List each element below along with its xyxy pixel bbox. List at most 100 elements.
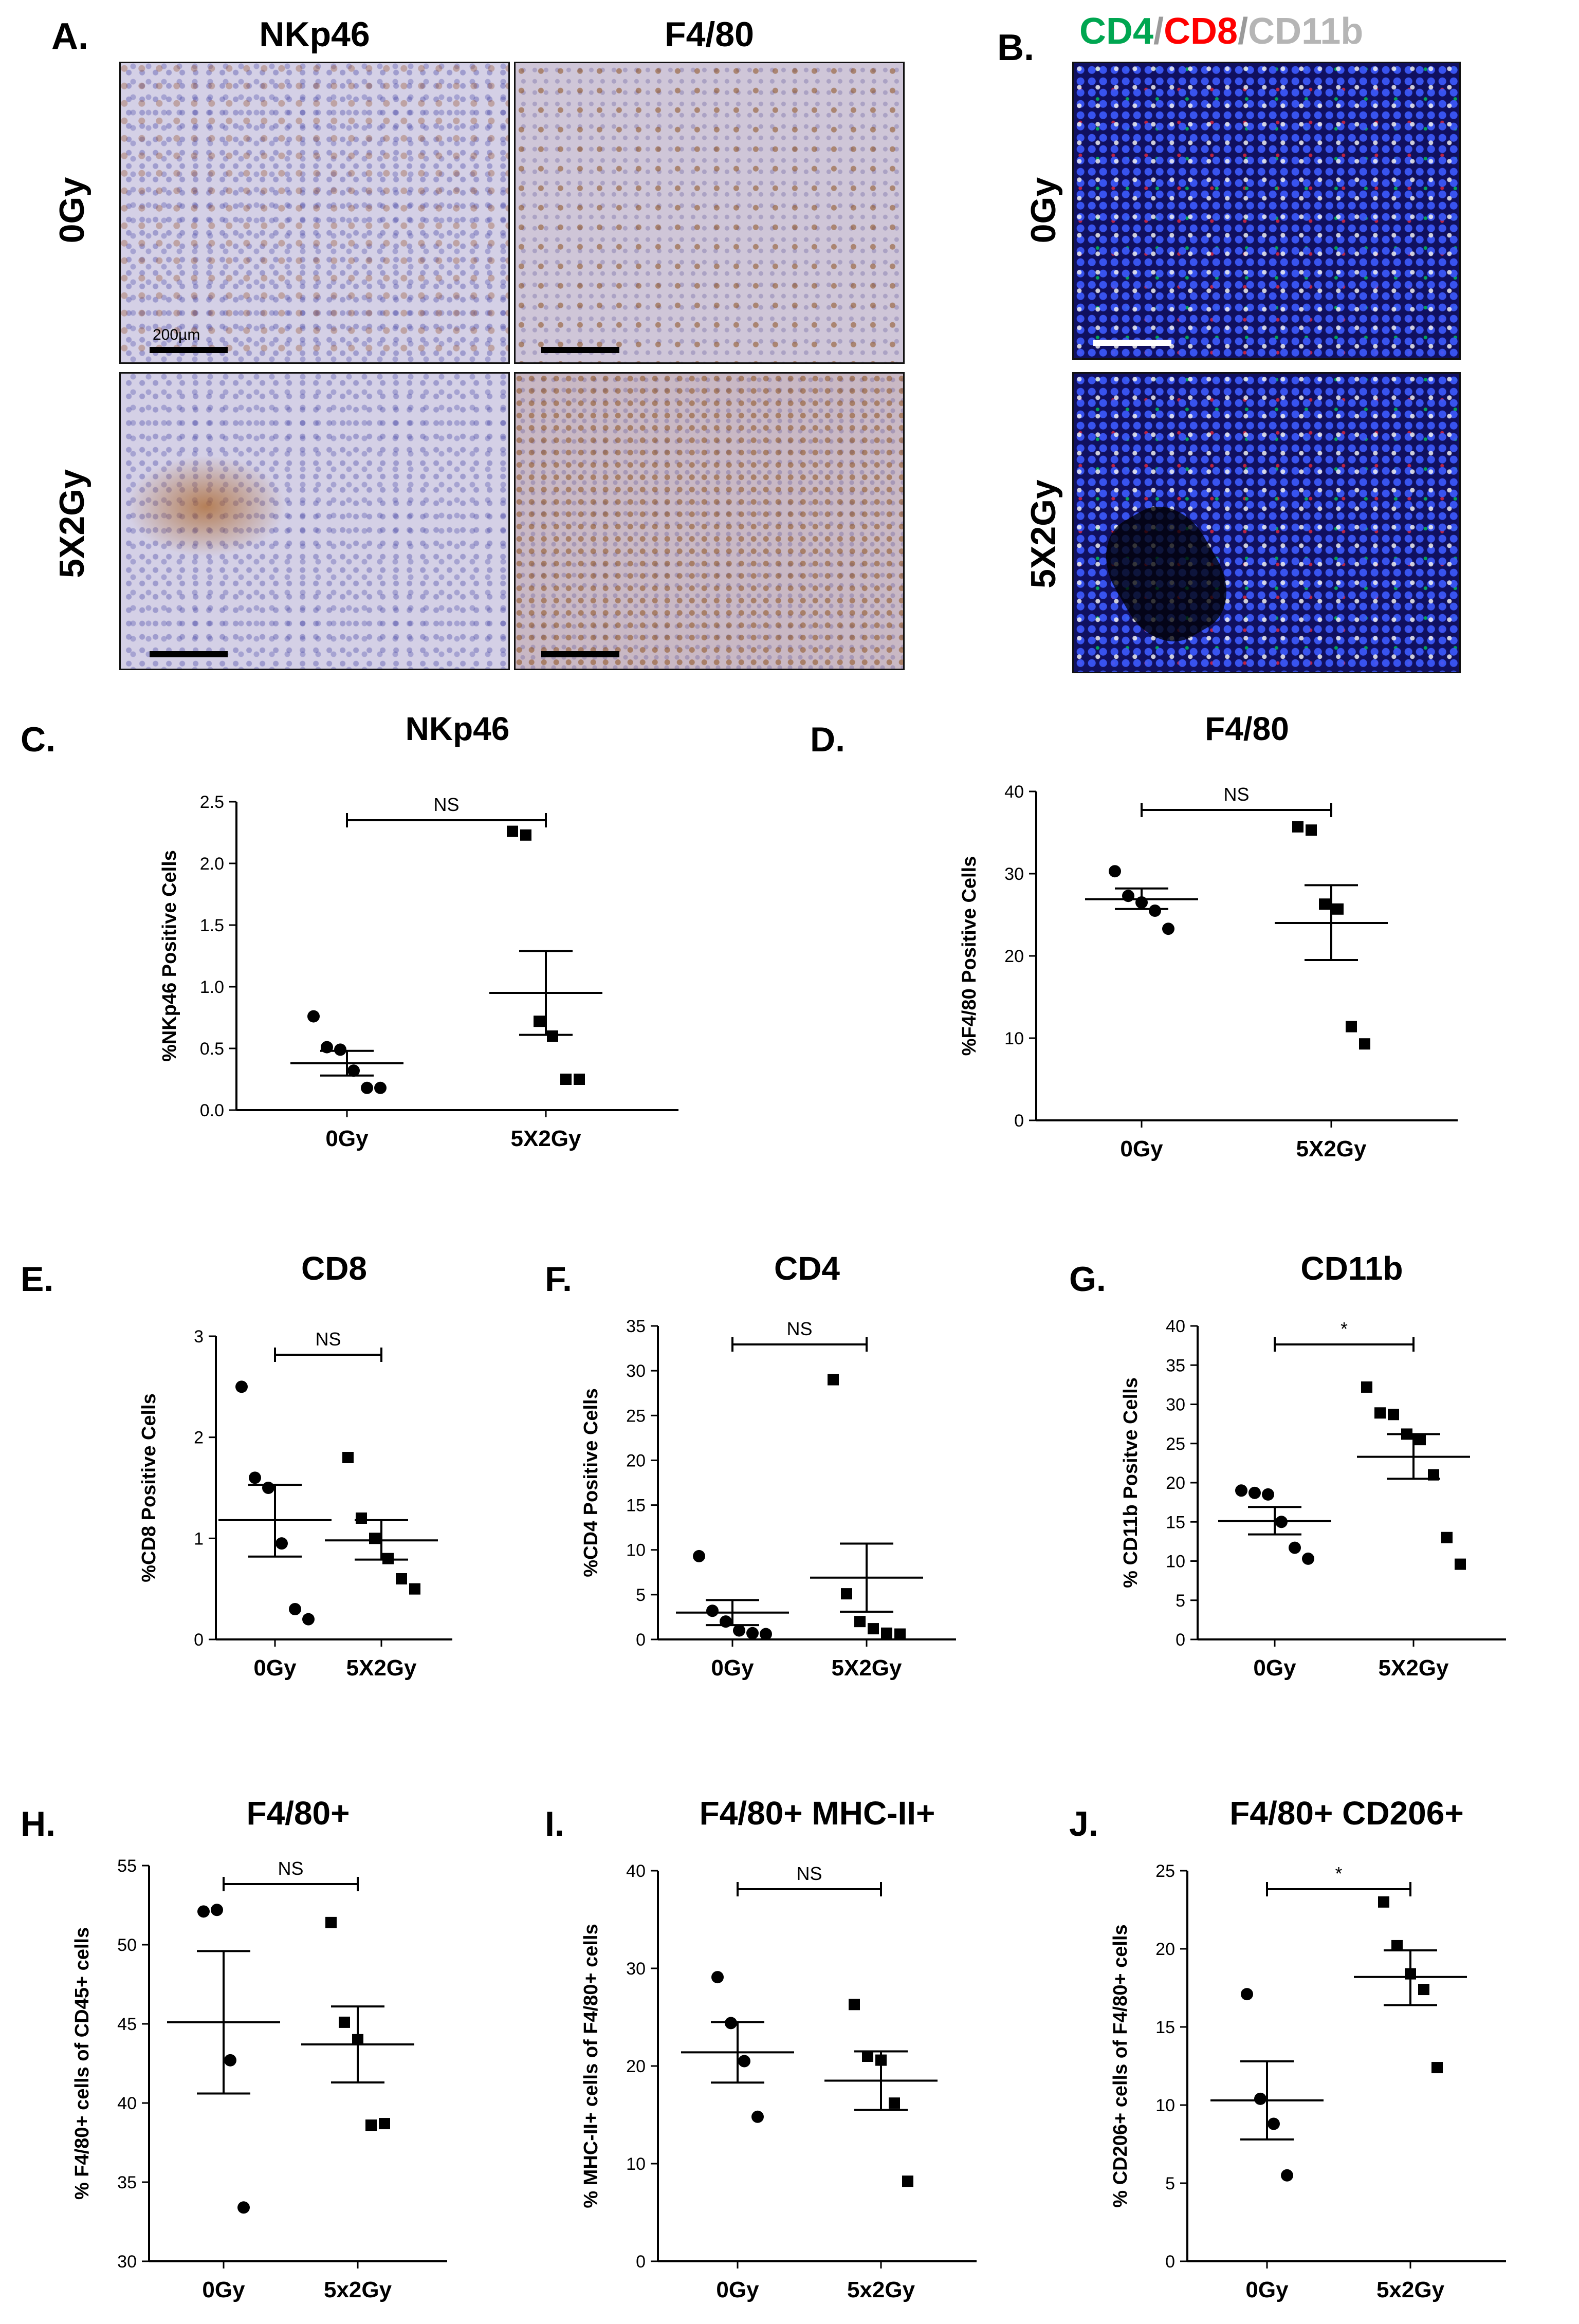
y-tick-label: 30 xyxy=(117,2252,137,2272)
data-point-square xyxy=(574,1074,585,1085)
y-axis-label: %NKp46 Positive Cells xyxy=(159,850,180,1062)
data-point-circle xyxy=(211,1904,223,1916)
data-point-square xyxy=(828,1374,839,1386)
scale-bar xyxy=(150,347,228,353)
panel-letter: G. xyxy=(1069,1260,1106,1299)
data-point-square xyxy=(339,2016,350,2028)
panel-a-letter: A. xyxy=(51,16,88,57)
chart-title: CD4 xyxy=(774,1250,840,1287)
micrograph-f480-0gy xyxy=(514,62,905,364)
data-point-circle xyxy=(1135,896,1148,909)
y-tick-label: 0 xyxy=(194,1630,204,1650)
data-point-square xyxy=(889,2097,900,2109)
micrograph-f480-5x2gy xyxy=(514,372,905,670)
data-point-circle xyxy=(1254,2092,1266,2105)
scale-bar xyxy=(541,651,619,657)
data-point-circle xyxy=(1281,2169,1293,2182)
data-point-circle xyxy=(1122,890,1134,902)
y-tick-label: 20 xyxy=(1004,947,1024,966)
data-point-circle xyxy=(347,1064,360,1077)
data-point-circle xyxy=(1149,905,1161,917)
panel-a-col-title-nkp46: NKp46 xyxy=(259,15,370,54)
y-tick-label: 10 xyxy=(1155,2096,1175,2115)
panel-b-title-cd8: CD8 xyxy=(1164,11,1238,52)
y-tick-label: 40 xyxy=(1166,1317,1185,1336)
micrograph-nkp46-0gy: 200µm xyxy=(119,62,510,364)
chart-title: F4/80 xyxy=(1205,710,1289,747)
y-tick-label: 30 xyxy=(626,1361,646,1381)
panel-b-title-sep1: / xyxy=(1153,11,1164,52)
y-tick-label: 20 xyxy=(1166,1473,1185,1493)
x-tick-label: 5x2Gy xyxy=(324,2277,392,2302)
y-tick-label: 0.0 xyxy=(200,1101,224,1120)
panel-letter: F. xyxy=(545,1260,572,1299)
y-tick-label: 0 xyxy=(1014,1111,1024,1131)
data-point-square xyxy=(1405,1968,1416,1980)
data-point-square xyxy=(534,1016,545,1027)
y-tick-label: 5 xyxy=(636,1585,646,1605)
data-point-circle xyxy=(1162,923,1174,935)
data-point-square xyxy=(325,1916,337,1928)
data-point-square xyxy=(379,2118,390,2130)
data-point-circle xyxy=(1289,1541,1301,1554)
chart-title: F4/80+ MHC-II+ xyxy=(700,1795,935,1832)
data-point-square xyxy=(342,1452,354,1463)
data-point-square xyxy=(1361,1381,1372,1393)
chart-f-cd4: F. CD4 0 5 10 15 20 25 30 35 0Gy 5X2Gy %CD4 Positive… xyxy=(545,1250,956,1681)
data-point-square xyxy=(547,1030,558,1042)
panel-a-col-title-f480: F4/80 xyxy=(665,15,754,54)
y-tick-label: 35 xyxy=(117,2173,137,2192)
data-point-circle xyxy=(720,1615,732,1628)
data-point-circle xyxy=(733,1624,745,1637)
x-tick-label: 0Gy xyxy=(325,1126,369,1151)
panel-b-title-cd4: CD4 xyxy=(1079,11,1154,52)
y-axis-label: % MHC-II+ cells of F4/80+ cells xyxy=(580,1924,602,2208)
x-tick-label: 0Gy xyxy=(1253,1655,1296,1681)
data-point-square xyxy=(862,2051,873,2062)
data-point-circle xyxy=(1109,865,1121,878)
data-point-square xyxy=(560,1074,572,1085)
data-point-circle xyxy=(361,1081,373,1094)
y-tick-label: 5 xyxy=(1165,2174,1175,2193)
y-tick-label: 0 xyxy=(1165,2252,1175,2272)
y-tick-label: 25 xyxy=(1166,1434,1185,1454)
data-point-square xyxy=(1378,1896,1389,1908)
x-tick-label: 5X2Gy xyxy=(1379,1655,1449,1681)
y-tick-label: 10 xyxy=(1004,1029,1024,1048)
y-tick-label: 15 xyxy=(1166,1513,1185,1532)
data-point-square xyxy=(520,829,531,841)
y-tick-label: 0 xyxy=(1176,1630,1185,1650)
chart-title: F4/80+ CD206+ xyxy=(1229,1795,1463,1832)
data-point-square xyxy=(1431,2062,1443,2074)
significance-label: NS xyxy=(315,1329,341,1350)
y-tick-label: 5 xyxy=(1176,1591,1185,1611)
data-point-circle xyxy=(224,2054,236,2067)
significance-label: NS xyxy=(1223,784,1249,805)
y-tick-label: 10 xyxy=(626,1541,646,1560)
data-point-circle xyxy=(1235,1484,1247,1497)
y-tick-label: 0.5 xyxy=(200,1039,224,1059)
panel-a-row-label-5x2gy: 5X2Gy xyxy=(52,469,91,578)
y-tick-label: 0 xyxy=(636,2252,646,2272)
chart-title: NKp46 xyxy=(406,710,510,747)
y-axis-label: %F4/80 Positive Cells xyxy=(959,856,980,1056)
panel-b-row-label-0gy: 0Gy xyxy=(1024,177,1063,244)
data-point-square xyxy=(409,1583,420,1595)
data-point-circle xyxy=(725,2017,737,2030)
x-tick-label: 0Gy xyxy=(202,2277,245,2302)
significance-label: NS xyxy=(796,1863,822,1884)
data-point-square xyxy=(1332,903,1344,915)
significance-label: NS xyxy=(786,1318,812,1339)
chart-h-f480-plus: H. F4/80+ 30 35 40 45 50 55 0Gy 5x2Gy % F4/80+ cel… xyxy=(21,1795,447,2302)
data-point-square xyxy=(365,2119,377,2131)
data-point-circle xyxy=(1268,2117,1280,2130)
data-point-square xyxy=(1319,898,1330,910)
data-point-circle xyxy=(1302,1552,1314,1565)
y-axis-label: % CD11b Positve Cells xyxy=(1120,1377,1142,1588)
y-tick-label: 20 xyxy=(626,1451,646,1470)
y-tick-label: 15 xyxy=(626,1496,646,1516)
data-point-square xyxy=(1346,1021,1357,1032)
data-point-circle xyxy=(738,2055,750,2068)
x-tick-label: 0Gy xyxy=(711,1655,754,1681)
chart-d-f480: D. F4/80 0 10 20 30 40 0Gy 5X2Gy %F4/80 Positive … xyxy=(810,710,1458,1161)
